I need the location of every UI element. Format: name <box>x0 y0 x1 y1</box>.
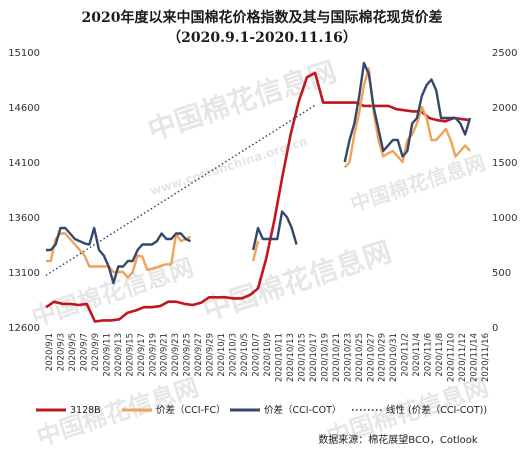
x-tick-label: 2020/10/27 <box>366 333 376 382</box>
x-tick-label: 2020/9/11 <box>102 333 112 377</box>
series-line-3128b <box>45 71 471 323</box>
series-line-cci-cot <box>343 61 472 163</box>
x-tick-label: 2020/9/9 <box>91 333 101 371</box>
x-tick-label: 2020/9/29 <box>206 333 216 377</box>
x-tick-label: 2020/9/17 <box>137 333 147 377</box>
y-right-tick-label: 0 <box>492 323 498 334</box>
series-line-cci-fc <box>252 240 260 262</box>
legend-label: 3128B <box>70 405 101 416</box>
x-tick-label: 2020/11/16 <box>481 333 491 382</box>
chart-subtitle: （2020.9.1-2020.11.16） <box>167 30 357 46</box>
x-tick-label: 2020/10/23 <box>343 333 353 382</box>
x-tick-label: 2020/9/19 <box>148 333 158 377</box>
x-tick-label: 2020/9/21 <box>160 333 170 377</box>
watermark-text: 中国棉花信息网 <box>199 235 396 327</box>
x-tick-label: 2020/10/21 <box>332 333 342 382</box>
x-tick-label: 2020/9/3 <box>56 333 66 371</box>
y-right-tick-label: 2500 <box>492 48 517 59</box>
x-tick-label: 2020/10/25 <box>355 333 365 382</box>
y-left-tick-label: 14600 <box>8 103 40 114</box>
y-left-tick-label: 13600 <box>8 213 40 224</box>
x-tick-label: 2020/9/23 <box>171 333 181 377</box>
x-tick-label: 2020/10/15 <box>297 333 307 382</box>
watermark-text: 中国棉花信息网 <box>348 150 489 216</box>
x-tick-label: 2020/11/14 <box>470 333 480 382</box>
y-left-tick-label: 12600 <box>8 323 40 334</box>
watermark-text: 中国棉花信息网 <box>144 55 341 147</box>
y-right-tick-label: 1500 <box>492 158 517 169</box>
legend: 3128B 价差（CCI-FC） 价差（CCI-COT） 线性 (价差（CCI-COT… <box>36 404 487 416</box>
y-right-tick-label: 2000 <box>492 103 517 114</box>
x-tick-label: 2020/10/9 <box>263 333 273 377</box>
series-line-cci-cot <box>46 226 192 285</box>
x-tick-label: 2020/11/12 <box>458 333 468 382</box>
x-tick-label: 2020/9/7 <box>79 333 89 371</box>
series-line-cci-fc <box>343 67 471 169</box>
x-tick-label: 2020/10/5 <box>240 333 250 377</box>
series-line-cci-fc <box>46 232 192 279</box>
series-trendline <box>45 104 317 276</box>
x-tick-label: 2020/9/5 <box>68 333 78 371</box>
x-tick-label: 2020/9/13 <box>114 333 124 377</box>
legend-label: 线性 (价差（CCI-COT)) <box>386 404 487 416</box>
x-tick-label: 2020/11/6 <box>424 333 434 377</box>
x-tick-label: 2020/9/27 <box>194 333 204 377</box>
source-note: 数据来源：棉花展望BCO，Cotlook <box>318 433 478 446</box>
x-tick-label: 2020/10/3 <box>229 333 239 377</box>
x-tick-label: 2020/10/31 <box>389 333 399 382</box>
x-tick-label: 2020/9/15 <box>125 333 135 377</box>
x-tick-label: 2020/11/10 <box>447 333 457 382</box>
y-right-tick-label: 1000 <box>492 213 517 224</box>
x-tick-label: 2020/10/7 <box>252 333 262 377</box>
legend-label: 价差（CCI-FC） <box>156 404 226 416</box>
y-right-tick-label: 500 <box>492 268 511 279</box>
x-tick-label: 2020/9/25 <box>183 333 193 377</box>
x-tick-label: 2020/10/11 <box>274 333 284 382</box>
x-tick-label: 2020/9/1 <box>45 333 55 371</box>
x-tick-label: 2020/11/8 <box>435 333 445 377</box>
legend-label: 价差（CCI-COT） <box>264 404 341 416</box>
watermark-layer: 中国棉花信息网www.cottonchina.org.cn中国棉花信息网中国棉花… <box>28 55 491 452</box>
x-tick-label: 2020/10/17 <box>309 333 319 382</box>
y-left-tick-label: 15100 <box>8 48 40 59</box>
axes: 12600 13100 13600 14100 14600 15100 0 500 1000 15… <box>8 48 517 382</box>
series-layer <box>45 61 472 323</box>
series-line-cci-cot <box>252 210 298 251</box>
x-tick-label: 2020/11/2 <box>401 333 411 377</box>
y-left-tick-label: 13100 <box>8 268 40 279</box>
y-left-tick-label: 14100 <box>8 158 40 169</box>
x-tick-label: 2020/10/1 <box>217 333 227 377</box>
chart-title: 2020年度以来中国棉花价格指数及其与国际棉花现货价差 <box>82 9 443 26</box>
x-tick-label: 2020/10/19 <box>320 333 330 382</box>
x-tick-label: 2020/10/29 <box>378 333 388 382</box>
x-tick-label: 2020/11/4 <box>412 333 422 377</box>
x-tick-label: 2020/10/13 <box>286 333 296 382</box>
